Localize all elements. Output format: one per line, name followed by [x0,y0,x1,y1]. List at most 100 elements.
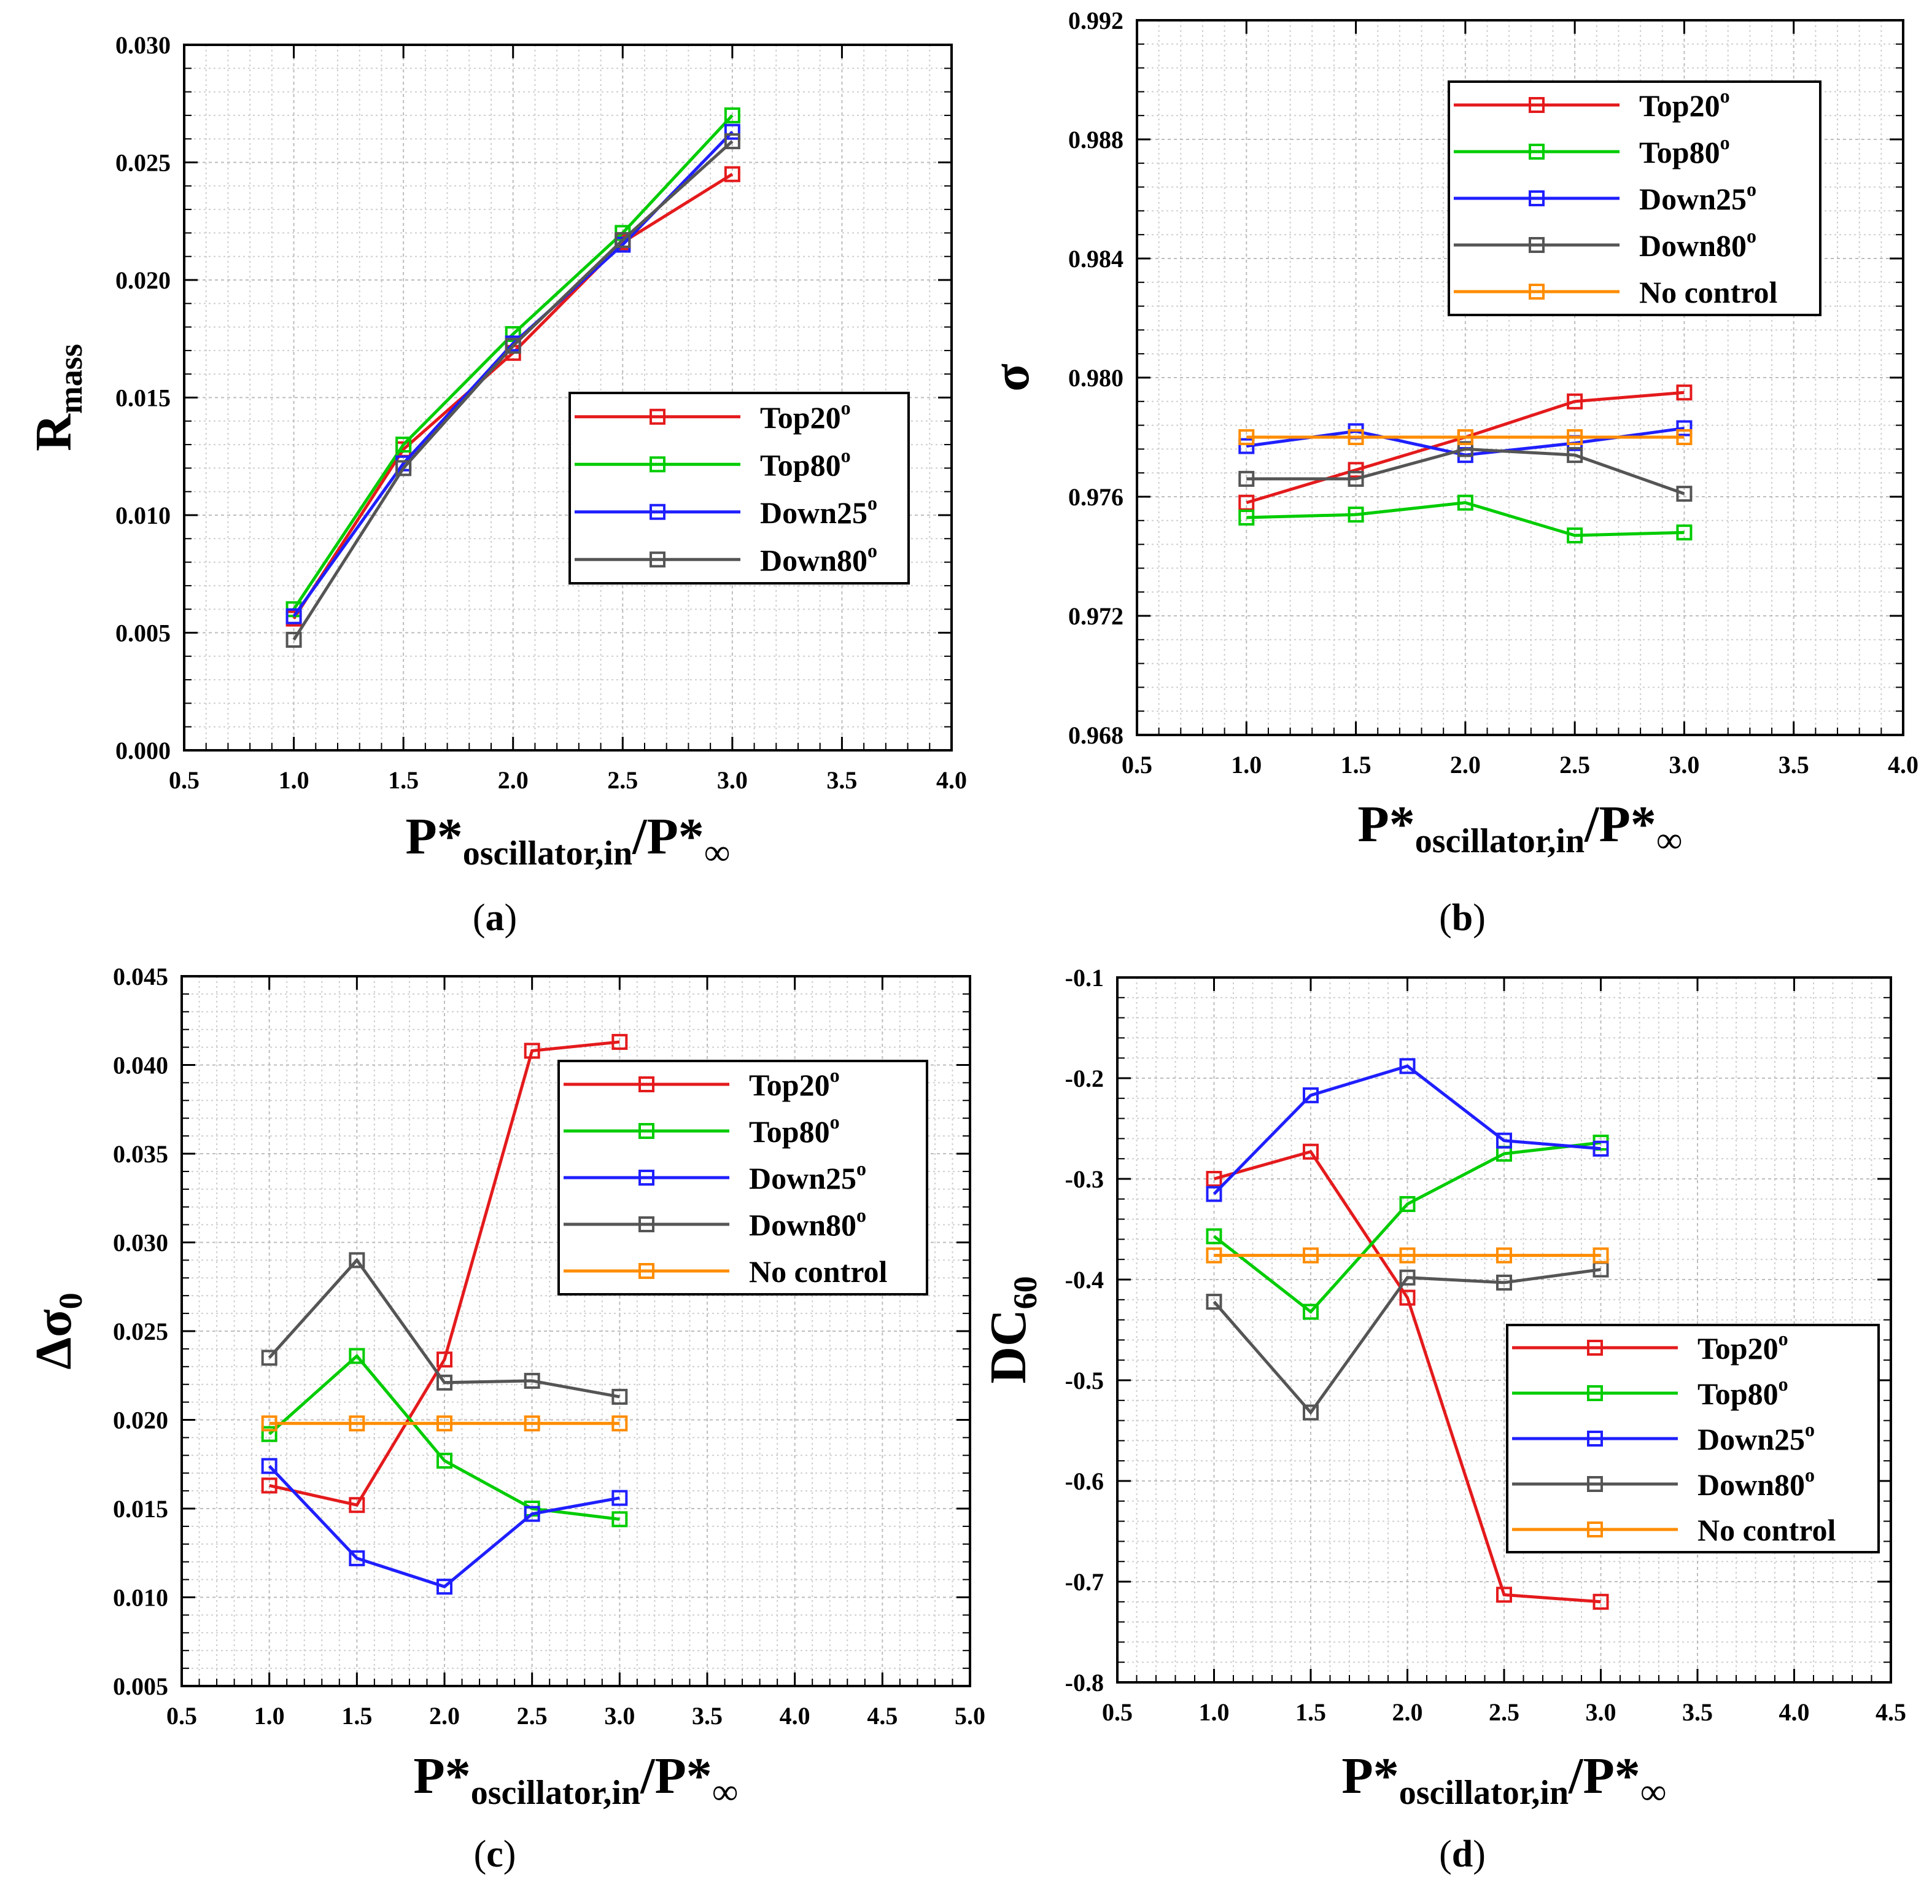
caption: (d) [1439,1833,1486,1875]
legend-label: Down25o [760,492,877,530]
data-point [349,1415,365,1432]
legend-label: Top20o [760,397,851,435]
data-point [261,1458,277,1474]
chart-b: 0.5 1.0 1.5 2.0 2.5 3.0 3.5 4.0 0.968 0.972 0.976 0… [983,7,1918,939]
data-point [1206,1294,1222,1310]
legend-marker [650,551,665,568]
data-point [1676,384,1693,401]
x-tick-label: 0.5 [169,766,200,794]
x-tick-label: 1.0 [1199,1698,1230,1726]
data-point [1399,1196,1416,1212]
x-tick-label: 4.0 [1779,1698,1810,1726]
data-point [524,1415,540,1432]
data-point [1496,1274,1512,1291]
legend-label: Top80o [1697,1373,1788,1411]
data-point [1457,494,1473,511]
legend-marker [638,1263,654,1279]
data-point [1457,441,1473,457]
x-tick-label: 5.0 [955,1702,985,1730]
data-point [349,1497,365,1513]
series-line-down80 [1246,447,1685,495]
data-point [436,1374,452,1391]
data-point [611,1490,628,1506]
legend: Top20o Top80o Down25o Down80o No control [557,1060,928,1296]
y-tick-label: 0.005 [115,620,171,647]
data-point [1496,1587,1512,1603]
x-tick-label: 3.5 [692,1702,723,1730]
x-tick-label: 0.5 [166,1702,197,1730]
legend-label: Top20o [749,1064,840,1102]
data-point [1303,1247,1319,1264]
data-point [1676,420,1693,437]
data-point [395,460,412,476]
y-tick-label: -0.5 [1065,1367,1104,1394]
data-point [1676,429,1693,445]
ticks [180,975,971,1687]
series-line-top80 [1212,1141,1601,1314]
data-point [524,1043,540,1059]
ticks [183,44,953,752]
data-point [1303,1143,1319,1160]
caption: (a) [473,897,517,939]
series-group [1238,384,1693,544]
data-point [1348,462,1364,478]
series-line-down80 [292,140,734,641]
y-tick-label: 0.000 [115,737,171,764]
x-tick-label: 4.5 [867,1702,898,1730]
series-line-top20 [269,1040,620,1507]
x-tick-label: 3.5 [1682,1698,1713,1726]
data-point [611,1033,628,1050]
series-line-down80 [1212,1268,1601,1415]
series-line-top80 [268,1353,620,1521]
legend-label: Top20o [1639,85,1730,123]
legend-marker [638,1076,654,1092]
x-axis-label: P*oscillator,in/P*∞ [405,808,730,872]
data-point [524,1506,540,1522]
chart-d: 0.5 1.0 1.5 2.0 2.5 3.0 3.5 4.0 4.5 -0.8 -0.7 -0.6 -… [980,964,1906,1875]
y-tick-label: 0.992 [1068,7,1123,34]
y-tick-label: 0.020 [113,1407,168,1434]
legend-label: Down25o [1697,1418,1815,1456]
y-axis-label: DC60 [980,1276,1044,1383]
series-line-top80 [1246,501,1685,537]
y-tick-label: 0.988 [1068,126,1123,153]
x-tick-label: 2.5 [1489,1698,1519,1726]
legend-marker [1587,1431,1603,1447]
data-point [611,1388,628,1405]
data-point [1399,1289,1416,1306]
data-point [611,1415,628,1432]
x-tick-label: 0.5 [1102,1698,1133,1726]
data-point [1238,509,1255,526]
legend-marker [650,456,665,473]
x-tick-label: 3.0 [1586,1698,1616,1726]
x-tick-label: 4.0 [1888,751,1918,779]
legend: Top20o Top80o Down25o Down80o No control [1506,1324,1880,1553]
x-tick-label: 2.0 [498,766,529,794]
data-point [1567,429,1583,445]
x-tick-label: 1.0 [254,1702,285,1730]
y-tick-label: -0.7 [1065,1568,1104,1596]
legend-label: No control [1697,1513,1836,1547]
legend: Top20o Top80o Down25o Down80o [568,392,910,585]
legend-label: Down80o [1697,1464,1815,1502]
data-point [1206,1228,1222,1245]
y-tick-label: 0.984 [1068,245,1123,273]
x-tick-label: 2.0 [429,1702,460,1730]
legend-marker [638,1170,654,1186]
data-point [1238,494,1255,511]
x-axis-label: P*oscillator,in/P*∞ [1357,796,1682,860]
data-point [1567,527,1583,544]
data-point [611,1511,628,1528]
legend-marker [1587,1476,1603,1492]
data-point [1399,1269,1416,1286]
legend-label: Top80o [1639,131,1730,169]
y-tick-label: -0.6 [1065,1467,1104,1495]
x-tick-label: 2.5 [1559,751,1590,779]
legend-label: Down80o [760,539,877,577]
legend: Top20o Top80o Down25o Down80o No control [1448,80,1821,316]
y-tick-label: 0.030 [113,1229,168,1257]
data-point [1567,447,1583,464]
data-point [1593,1593,1609,1610]
y-tick-label: -0.1 [1065,964,1104,992]
